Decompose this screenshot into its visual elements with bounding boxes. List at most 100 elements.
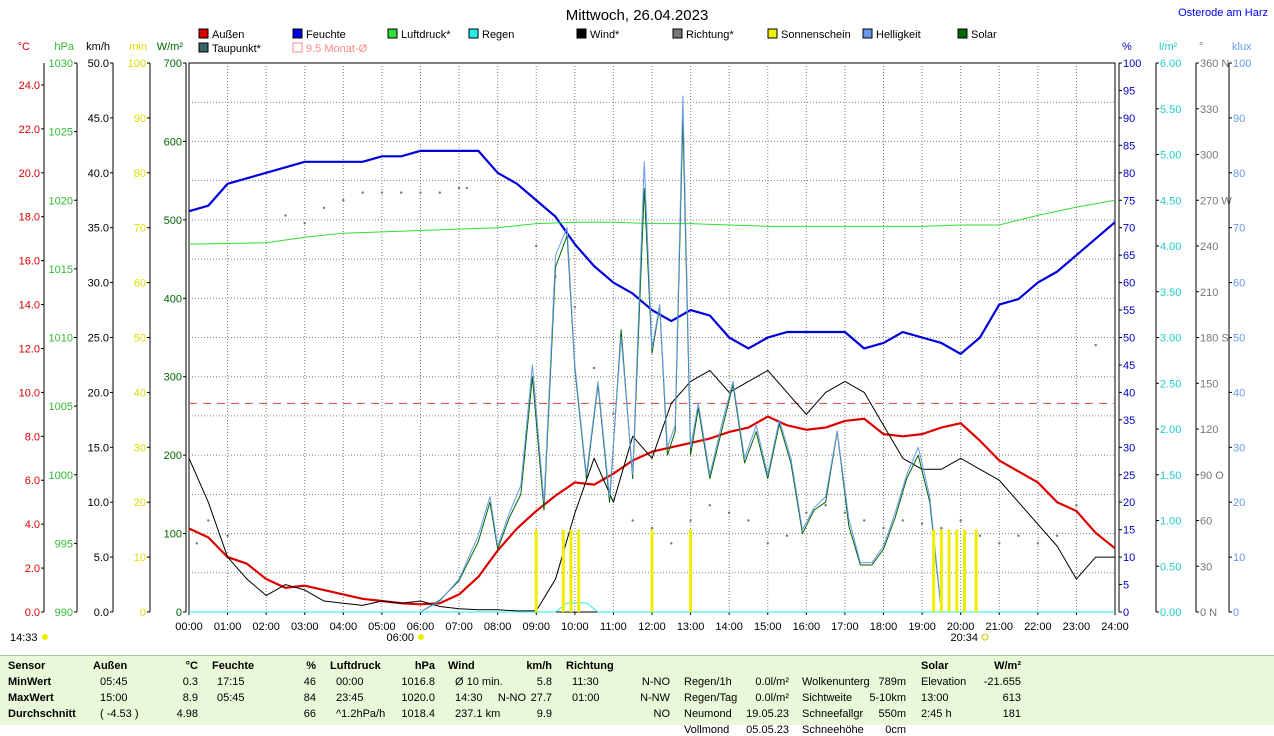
- axis-tick-label-left: 1000: [49, 470, 73, 482]
- axis-tick-label-left: 24.0: [19, 80, 40, 92]
- axis-tick-label-left: 100: [164, 529, 182, 541]
- axis-tick-label-left: 15.0: [88, 442, 109, 454]
- axis-tick-label-left: 0: [176, 607, 182, 619]
- solar-value: 613: [1002, 692, 1021, 704]
- cloud-snow-value: 550m: [878, 708, 906, 720]
- x-tick-label: 05:00: [368, 621, 396, 633]
- row-label: Durchschnitt: [8, 708, 76, 720]
- axis-tick-label-right: 210: [1200, 287, 1218, 299]
- axis-tick-label-right: 1.50: [1160, 470, 1181, 482]
- luftdruck-time: ^1.2hPa/h: [336, 708, 386, 720]
- header-solar-unit: W/m²: [994, 660, 1021, 672]
- axis-tick-label-right: 0: [1233, 607, 1239, 619]
- axis-tick-label-right: 15: [1123, 525, 1135, 537]
- solar-value: -21.655: [983, 676, 1021, 688]
- axis-tick-label-right: 70: [1233, 223, 1245, 235]
- statistics-table: Sensor Außen °C Feuchte% Luftdruck hPa Wind km/…: [0, 655, 1274, 736]
- axis-tick-label-right: 150: [1200, 378, 1218, 390]
- x-tick-label: 00:00: [175, 621, 203, 633]
- legend-swatch: [292, 28, 303, 39]
- axis-tick-label-left: 700: [164, 58, 182, 70]
- axis-tick-label-left: 1005: [49, 401, 73, 413]
- legend-swatch: [198, 28, 209, 39]
- sunshine-bar: [947, 529, 951, 612]
- axis-tick-label-left: 16.0: [19, 256, 40, 268]
- legend-label: Helligkeit: [876, 29, 921, 41]
- legend-swatch: [957, 28, 968, 39]
- chart-title: Mittwoch, 26.04.2023: [566, 7, 709, 24]
- axis-tick-label-left: 0.0: [94, 607, 109, 619]
- axis-tick-label-right: 60: [1233, 278, 1245, 290]
- sunshine-bar: [939, 529, 943, 612]
- aussen-time: 15:00: [100, 692, 128, 704]
- header-aussen-unit: °C: [185, 660, 198, 672]
- wind-value: 27.7: [530, 692, 552, 704]
- axis-tick-label-left: 1020: [49, 195, 73, 207]
- axis-tick-label-right: 20: [1123, 497, 1135, 509]
- axis-tick-label-left: 400: [164, 293, 182, 305]
- cloud-snow-value: 789m: [878, 676, 906, 688]
- direction-dot: [959, 519, 962, 522]
- axis-unit-left: W/m²: [157, 41, 184, 53]
- x-tick-label: 07:00: [445, 621, 473, 633]
- axis-tick-label-right: 5.00: [1160, 150, 1181, 162]
- sunshine-bar: [932, 529, 936, 612]
- direction-dot: [195, 542, 198, 545]
- direction-dot: [465, 186, 468, 190]
- axes: °C 24.0 22.0 20.0 18.0 16.0 14.0 12.0 10.0 8.0 6.0…: [18, 41, 1252, 633]
- series-line-feuchte: [188, 149, 1116, 356]
- axis-tick-label-right: 10: [1123, 552, 1135, 564]
- direction-dot: [650, 526, 654, 530]
- direction-dot: [805, 511, 808, 515]
- direction-dot: [322, 206, 326, 210]
- direction-dot: [978, 534, 982, 537]
- axis-tick-label-left: 1015: [49, 264, 73, 276]
- axis-tick-label-right: 95: [1123, 85, 1135, 97]
- header-luftdruck-unit: hPa: [414, 660, 435, 672]
- axis-tick-label-left: 20.0: [88, 387, 109, 399]
- x-tick-label: 12:00: [638, 621, 666, 633]
- axis-tick-label-right: 120: [1200, 424, 1218, 436]
- axis-tick-label-right: 65: [1123, 250, 1135, 262]
- series-line-helligkeit: [189, 95, 1115, 613]
- axis-tick-label-left: 4.0: [25, 519, 40, 531]
- axis-tick-label-left: 1030: [49, 58, 73, 70]
- axis-tick-label-left: 22.0: [19, 124, 40, 136]
- rain-moon-value: 0.0l/m²: [755, 676, 789, 688]
- rain-moon-label: Vollmond: [684, 724, 730, 736]
- axis-tick-label-left: 50: [134, 333, 146, 345]
- axis-tick-label-left: 100: [128, 58, 146, 70]
- axis-tick-label-left: 30.0: [88, 278, 109, 290]
- legend-swatch: [767, 28, 778, 39]
- axis-tick-label-right: 50: [1123, 333, 1135, 345]
- now-sun-icon: [42, 634, 48, 640]
- rain-moon-label: Regen/Tag: [684, 692, 738, 704]
- x-tick-label: 04:00: [330, 621, 358, 633]
- richtung-value: N-NO: [641, 676, 670, 688]
- axis-unit-left: min: [129, 41, 147, 53]
- cloud-snow-label: Schneehöhe: [802, 724, 864, 736]
- sunshine-bar: [689, 529, 693, 612]
- sunshine-bar: [569, 529, 573, 612]
- direction-dot: [670, 542, 673, 545]
- legend-swatch: [862, 28, 873, 39]
- axis-tick-label-right: 0.00: [1160, 607, 1181, 619]
- series-line-solar: [189, 117, 1115, 613]
- direction-dot: [998, 542, 1001, 545]
- legend-label: Außen: [212, 29, 244, 41]
- axis-tick-label-right: 60: [1123, 278, 1135, 290]
- header-feuchte: Feuchte: [212, 660, 255, 672]
- direction-dot: [419, 191, 422, 194]
- header-wind: Wind: [448, 660, 475, 672]
- cloud-snow-label: Sichtweite: [802, 692, 853, 704]
- direction-dot: [1075, 504, 1078, 507]
- axis-tick-label-left: 5.0: [94, 552, 109, 564]
- series: [188, 95, 1116, 613]
- cloud-snow-label: Schneefallgr: [802, 708, 864, 720]
- axis-tick-label-right: 30: [1123, 442, 1135, 454]
- axis-tick-label-right: 50: [1233, 333, 1245, 345]
- axis-tick-label-right: 90 O: [1200, 470, 1224, 482]
- legend-swatch: [387, 28, 398, 39]
- legend-swatch: [576, 28, 587, 39]
- richtung-time: 01:00: [572, 692, 600, 704]
